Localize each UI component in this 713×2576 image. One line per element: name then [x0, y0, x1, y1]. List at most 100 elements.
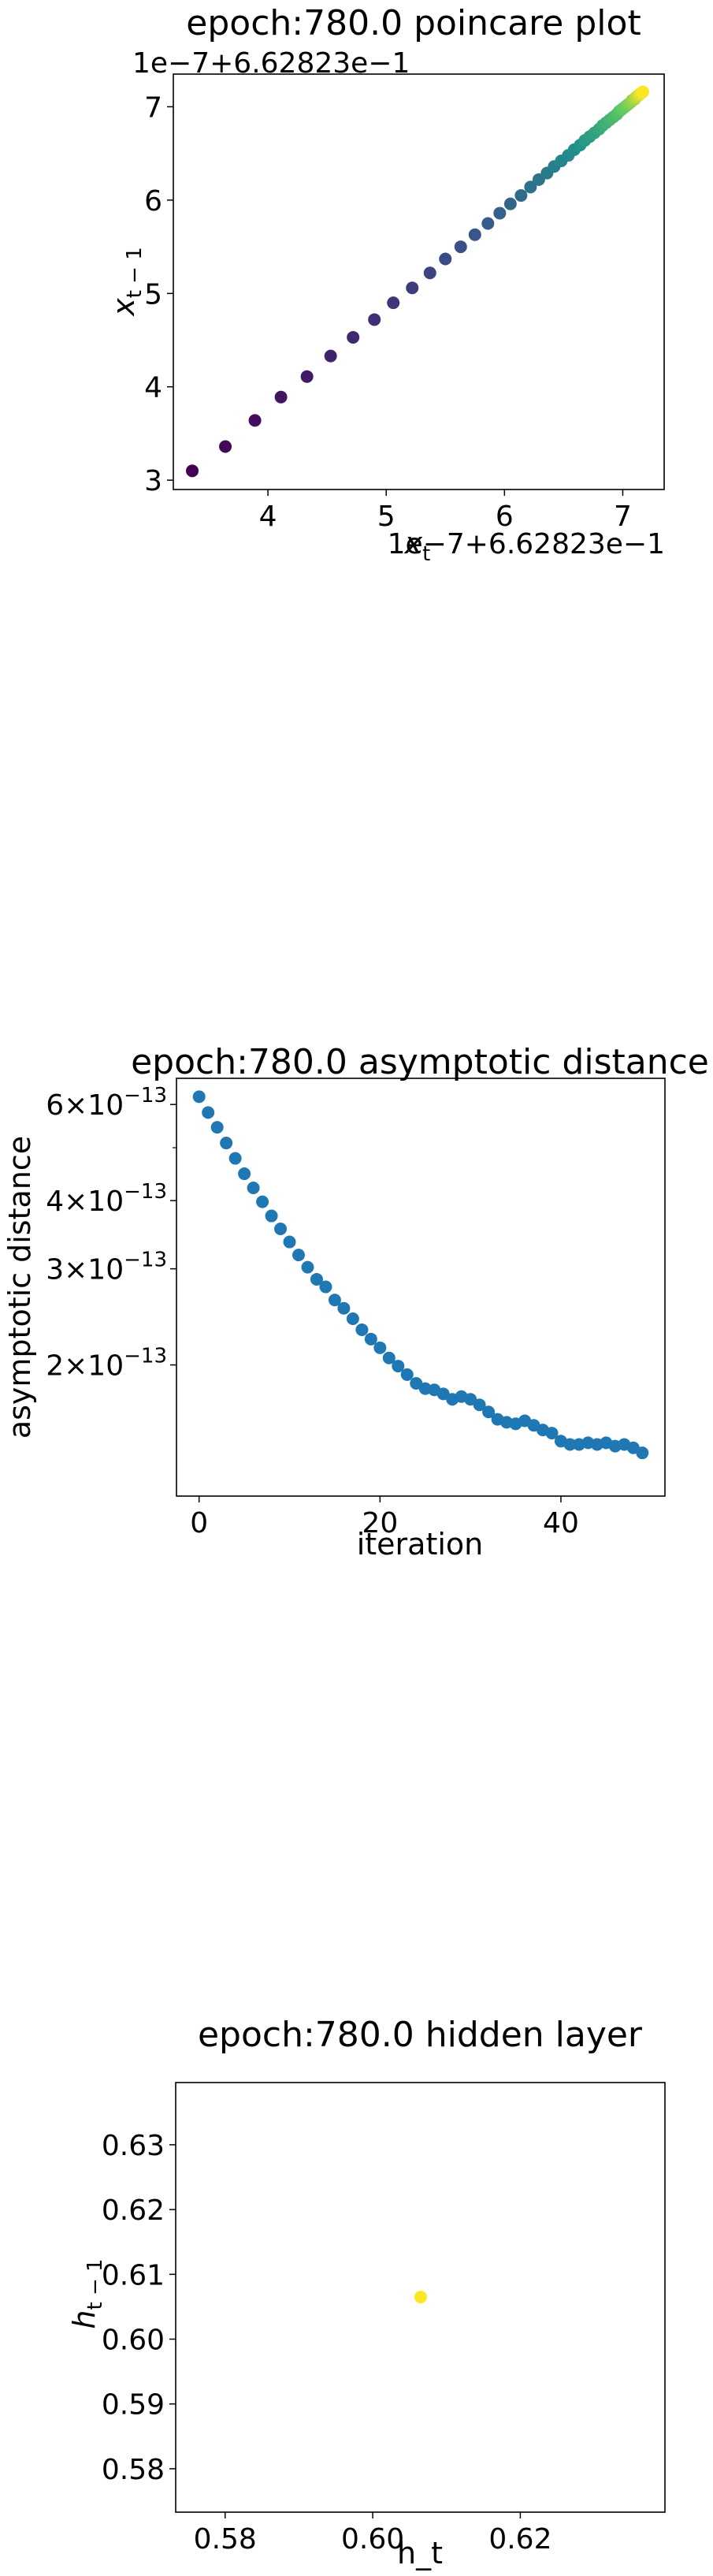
data-point: [473, 1398, 486, 1412]
y-tick-label: 0.58: [102, 2454, 165, 2486]
data-point: [248, 414, 262, 427]
y-tick-label: 2×10−13: [46, 1345, 167, 1383]
x-tick-label: 7: [614, 501, 632, 533]
data-points: [186, 85, 649, 478]
chart-title: epoch:780.0 hidden layer: [198, 2015, 643, 2055]
data-point: [468, 228, 481, 241]
x-tick-label: 4: [259, 501, 277, 533]
plot-frame: [173, 73, 665, 490]
data-point: [387, 296, 400, 310]
x-tick-label: 0.62: [488, 2523, 551, 2556]
y-tick-label: 4×10−13: [46, 1180, 167, 1218]
y-offset-text: 1e−7+6.62823e−1: [132, 47, 410, 80]
data-point: [406, 281, 419, 295]
y-tick-label: 0.63: [102, 2130, 165, 2162]
x-tick-label: 0.60: [341, 2523, 404, 2556]
data-point: [310, 1272, 323, 1286]
data-point: [324, 349, 337, 363]
data-point: [545, 1427, 559, 1440]
data-point: [514, 188, 528, 202]
data-point: [563, 1438, 577, 1451]
data-point: [636, 85, 649, 99]
y-tick-label: 6×10−13: [46, 1084, 167, 1122]
data-point: [274, 390, 288, 404]
plot-frame: [175, 2082, 666, 2513]
y-axis-label: xt − 1: [106, 247, 147, 317]
data-point: [301, 1260, 314, 1274]
chart-title: epoch:780.0 asymptotic distance: [131, 1042, 709, 1082]
data-point: [210, 1121, 224, 1134]
data-point: [300, 370, 314, 383]
data-point: [436, 1387, 450, 1401]
x-ticks: 0.58 0.60 0.62: [194, 2512, 551, 2556]
data-point: [368, 313, 381, 326]
hidden-layer-plot: epoch:780.0 hidden layer 0.58 0.59 0.60 0.6…: [67, 2015, 666, 2570]
data-point: [482, 1405, 496, 1419]
data-point: [414, 2291, 427, 2304]
data-point: [265, 1209, 278, 1223]
asymptotic-distance-plot: epoch:780.0 asymptotic distance 6×10−13 4…: [2, 1042, 709, 1562]
y-ticks: 3 4 5 6 7: [144, 91, 173, 497]
plot-frame: [176, 1078, 666, 1497]
data-point: [503, 197, 517, 210]
data-point: [328, 1294, 341, 1307]
data-point: [219, 440, 232, 453]
y-tick-label: 0.60: [102, 2325, 165, 2357]
x-axis-label: h_t: [397, 2536, 443, 2570]
data-point: [283, 1235, 296, 1249]
data-point: [220, 1137, 233, 1150]
data-point: [346, 1312, 359, 1326]
y-tick-label: 3×10−13: [46, 1249, 167, 1286]
data-point: [355, 1323, 369, 1336]
data-point: [481, 217, 495, 230]
data-point: [454, 240, 467, 254]
data-point: [256, 1195, 269, 1208]
data-point: [319, 1280, 332, 1294]
data-point: [400, 1368, 414, 1381]
data-point: [464, 1393, 477, 1406]
x-axis-label: iteration: [357, 1527, 484, 1562]
x-tick-label: 5: [377, 501, 395, 533]
y-tick-label: 4: [144, 372, 162, 404]
data-point: [347, 330, 360, 344]
x-tick-label: 20: [362, 1507, 398, 1539]
y-tick-label: 3: [144, 465, 162, 497]
x-offset-text: 1e−7+6.62823e−1: [388, 528, 665, 560]
y-ticks: 6×10−13 4×10−13 3×10−13 2×10−13: [46, 1084, 176, 1383]
y-tick-label: 5: [144, 278, 162, 311]
data-point: [247, 1182, 260, 1195]
data-point: [524, 181, 537, 194]
x-tick-label: 0.58: [194, 2523, 257, 2556]
data-point: [364, 1332, 377, 1346]
y-ticks: 0.58 0.59 0.60 0.61 0.62 0.63: [102, 2130, 176, 2486]
x-axis-label: xt: [404, 526, 431, 566]
data-point: [238, 1167, 251, 1181]
data-point: [186, 464, 199, 478]
y-tick-label: 0.62: [102, 2194, 165, 2227]
y-axis-label: ht − 1: [67, 2258, 107, 2328]
x-tick-label: 40: [543, 1507, 579, 1539]
data-point: [228, 1152, 242, 1165]
data-point: [439, 252, 452, 266]
data-point: [636, 1446, 649, 1460]
y-tick-label: 7: [144, 91, 162, 124]
data-point: [202, 1106, 215, 1119]
data-point: [192, 1090, 206, 1104]
data-point: [382, 1351, 395, 1364]
y-tick-label: 0.61: [102, 2259, 165, 2291]
data-point: [292, 1249, 305, 1262]
y-tick-label: 0.59: [102, 2389, 165, 2422]
y-axis-label: asymptotic distance: [2, 1136, 37, 1439]
data-point: [373, 1341, 387, 1354]
data-points: [414, 2291, 427, 2304]
chart-title: epoch:780.0 poincare plot: [186, 3, 641, 43]
data-point: [392, 1360, 405, 1373]
x-ticks: 4 5 6 7: [259, 490, 632, 533]
data-point: [337, 1301, 351, 1315]
x-tick-label: 0: [190, 1507, 208, 1539]
data-point: [423, 266, 436, 280]
x-tick-label: 6: [496, 501, 514, 533]
poincare-plot: epoch:780.0 poincare plot 1e−7+6.62823e−…: [106, 3, 665, 566]
y-tick-label: 6: [144, 185, 162, 218]
